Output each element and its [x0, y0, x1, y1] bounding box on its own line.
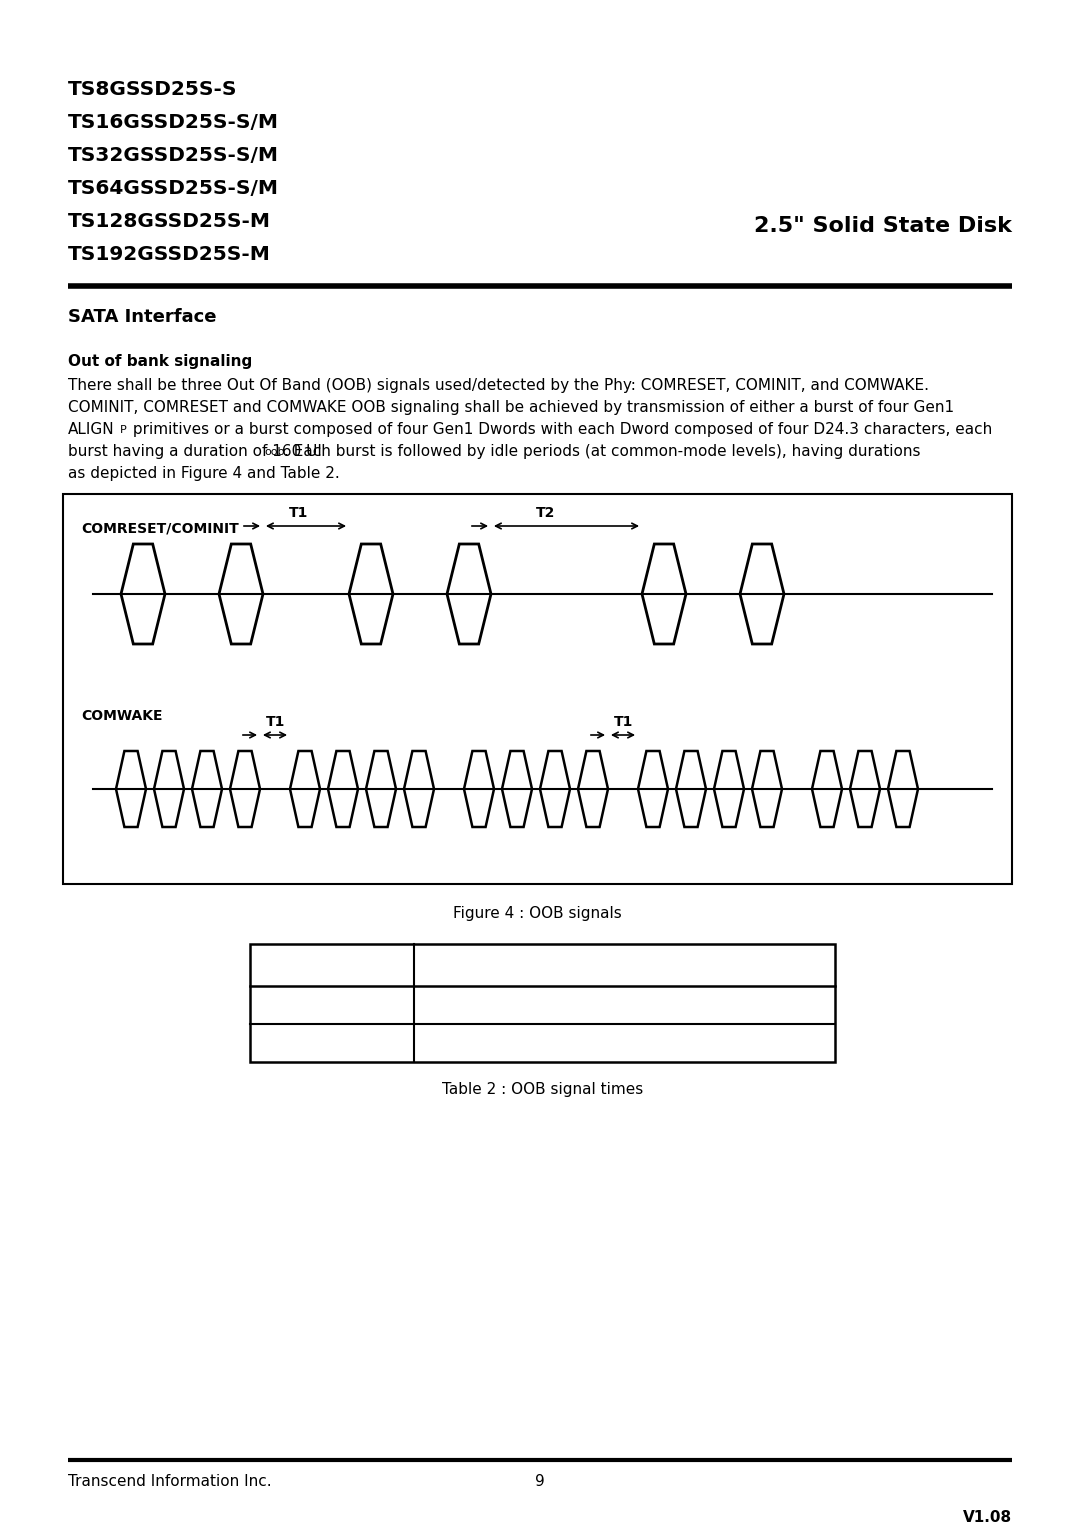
- Text: 9: 9: [535, 1475, 545, 1488]
- Text: TS8GSSD25S-S: TS8GSSD25S-S: [68, 79, 238, 99]
- Text: Value: Value: [592, 955, 657, 975]
- Text: Out of bank signaling: Out of bank signaling: [68, 354, 253, 368]
- Text: oob: oob: [505, 1042, 529, 1054]
- Text: Transcend Information Inc.: Transcend Information Inc.: [68, 1475, 272, 1488]
- Text: (320 ns nominal): (320 ns nominal): [531, 1033, 697, 1053]
- Text: COMRESET/COMINIT: COMRESET/COMINIT: [81, 523, 239, 536]
- Text: oob: oob: [505, 1004, 529, 1016]
- Text: burst having a duration of 160 UI: burst having a duration of 160 UI: [68, 445, 322, 458]
- Text: Time: Time: [303, 955, 361, 975]
- Text: as depicted in Figure 4 and Table 2.: as depicted in Figure 4 and Table 2.: [68, 466, 340, 481]
- Text: primitives or a burst composed of four Gen1 Dwords with each Dword composed of f: primitives or a burst composed of four G…: [129, 422, 993, 437]
- Text: TS192GSSD25S-M: TS192GSSD25S-M: [68, 244, 271, 264]
- Text: ALIGN: ALIGN: [68, 422, 114, 437]
- Bar: [249, 944, 835, 1062]
- Text: 160 UI: 160 UI: [432, 996, 495, 1015]
- Text: Figure 4 : OOB signals: Figure 4 : OOB signals: [454, 906, 622, 921]
- Text: COMINIT, COMRESET and COMWAKE OOB signaling shall be achieved by transmission of: COMINIT, COMRESET and COMWAKE OOB signal…: [68, 400, 954, 416]
- Text: T1: T1: [615, 715, 633, 729]
- Text: . Each burst is followed by idle periods (at common-mode levels), having duratio: . Each burst is followed by idle periods…: [284, 445, 920, 458]
- Text: (106.7 ns nominal): (106.7 ns nominal): [531, 996, 716, 1015]
- Text: TS128GSSD25S-M: TS128GSSD25S-M: [68, 212, 271, 231]
- Text: T2: T2: [320, 1033, 345, 1053]
- Text: There shall be three Out Of Band (OOB) signals used/detected by the Phy: COMRESE: There shall be three Out Of Band (OOB) s…: [68, 377, 929, 393]
- Text: oob: oob: [264, 448, 284, 457]
- Bar: [63, 494, 1012, 885]
- Text: 2.5" Solid State Disk: 2.5" Solid State Disk: [754, 215, 1012, 235]
- Text: T1: T1: [266, 715, 285, 729]
- Text: P: P: [120, 425, 126, 435]
- Text: T1: T1: [288, 506, 308, 520]
- Text: T1: T1: [320, 996, 345, 1015]
- Text: TS64GSSD25S-S/M: TS64GSSD25S-S/M: [68, 179, 279, 199]
- Text: 480 UI: 480 UI: [432, 1033, 495, 1053]
- Text: TS32GSSD25S-S/M: TS32GSSD25S-S/M: [68, 147, 279, 165]
- Text: Table 2 : OOB signal times: Table 2 : OOB signal times: [442, 1082, 643, 1097]
- Text: V1.08: V1.08: [963, 1510, 1012, 1525]
- Text: T2: T2: [537, 506, 556, 520]
- Text: COMWAKE: COMWAKE: [81, 709, 162, 723]
- Text: SATA Interface: SATA Interface: [68, 309, 216, 325]
- Text: TS16GSSD25S-S/M: TS16GSSD25S-S/M: [68, 113, 279, 131]
